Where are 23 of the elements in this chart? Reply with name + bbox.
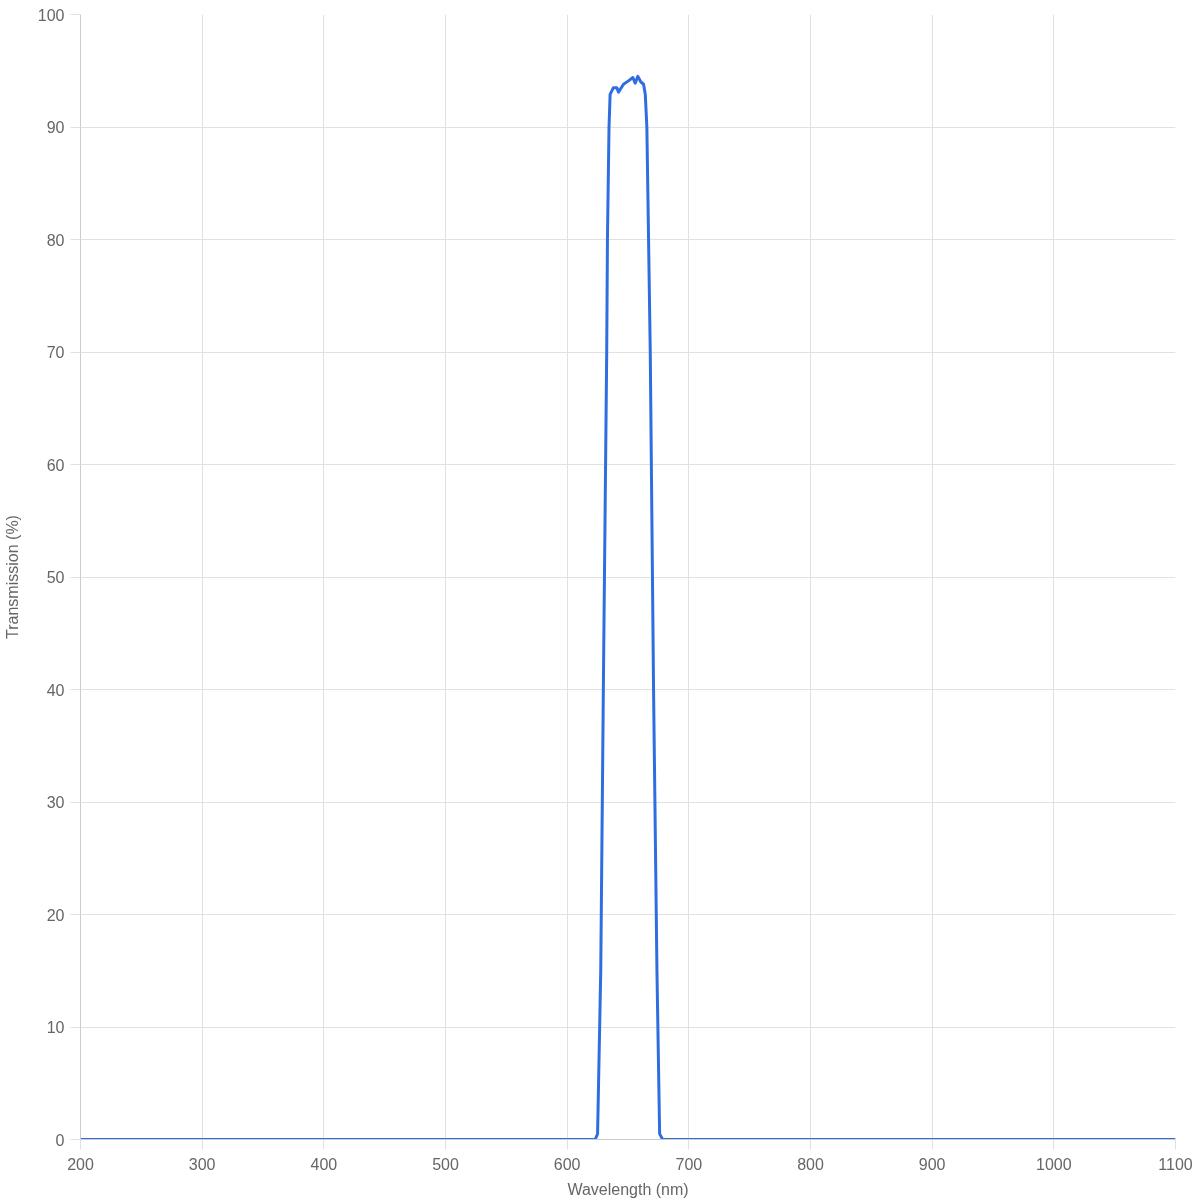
y-tick-label: 80 (46, 231, 65, 249)
x-tick-label: 400 (310, 1155, 338, 1173)
y-tick-label: 90 (46, 119, 65, 136)
y-tick-label: 100 (37, 6, 65, 24)
y-tick-label: 0 (55, 1131, 65, 1149)
x-tick-label: 500 (432, 1155, 459, 1173)
x-tick-label: 900 (918, 1155, 946, 1173)
x-tick-label: 1000 (1036, 1155, 1072, 1173)
y-tick-label: 20 (46, 906, 65, 924)
y-tick-label: 60 (46, 456, 65, 474)
y-tick-label: 70 (46, 344, 65, 361)
y-tick-label: 40 (46, 681, 65, 699)
y-tick-label: 50 (46, 569, 65, 586)
x-tick-label: 800 (797, 1155, 824, 1173)
x-tick-label: 300 (188, 1155, 216, 1173)
y-tick-label: 30 (46, 794, 65, 811)
x-tick-label: 600 (553, 1155, 581, 1173)
x-tick-label: 1100 (1158, 1155, 1193, 1173)
x-tick-label: 200 (67, 1155, 94, 1173)
x-tick-label: 700 (675, 1155, 703, 1173)
x-axis-title: Wavelength (nm) (567, 1180, 689, 1198)
y-tick-label: 10 (46, 1019, 65, 1036)
y-axis-title: Transmission (%) (3, 515, 21, 639)
